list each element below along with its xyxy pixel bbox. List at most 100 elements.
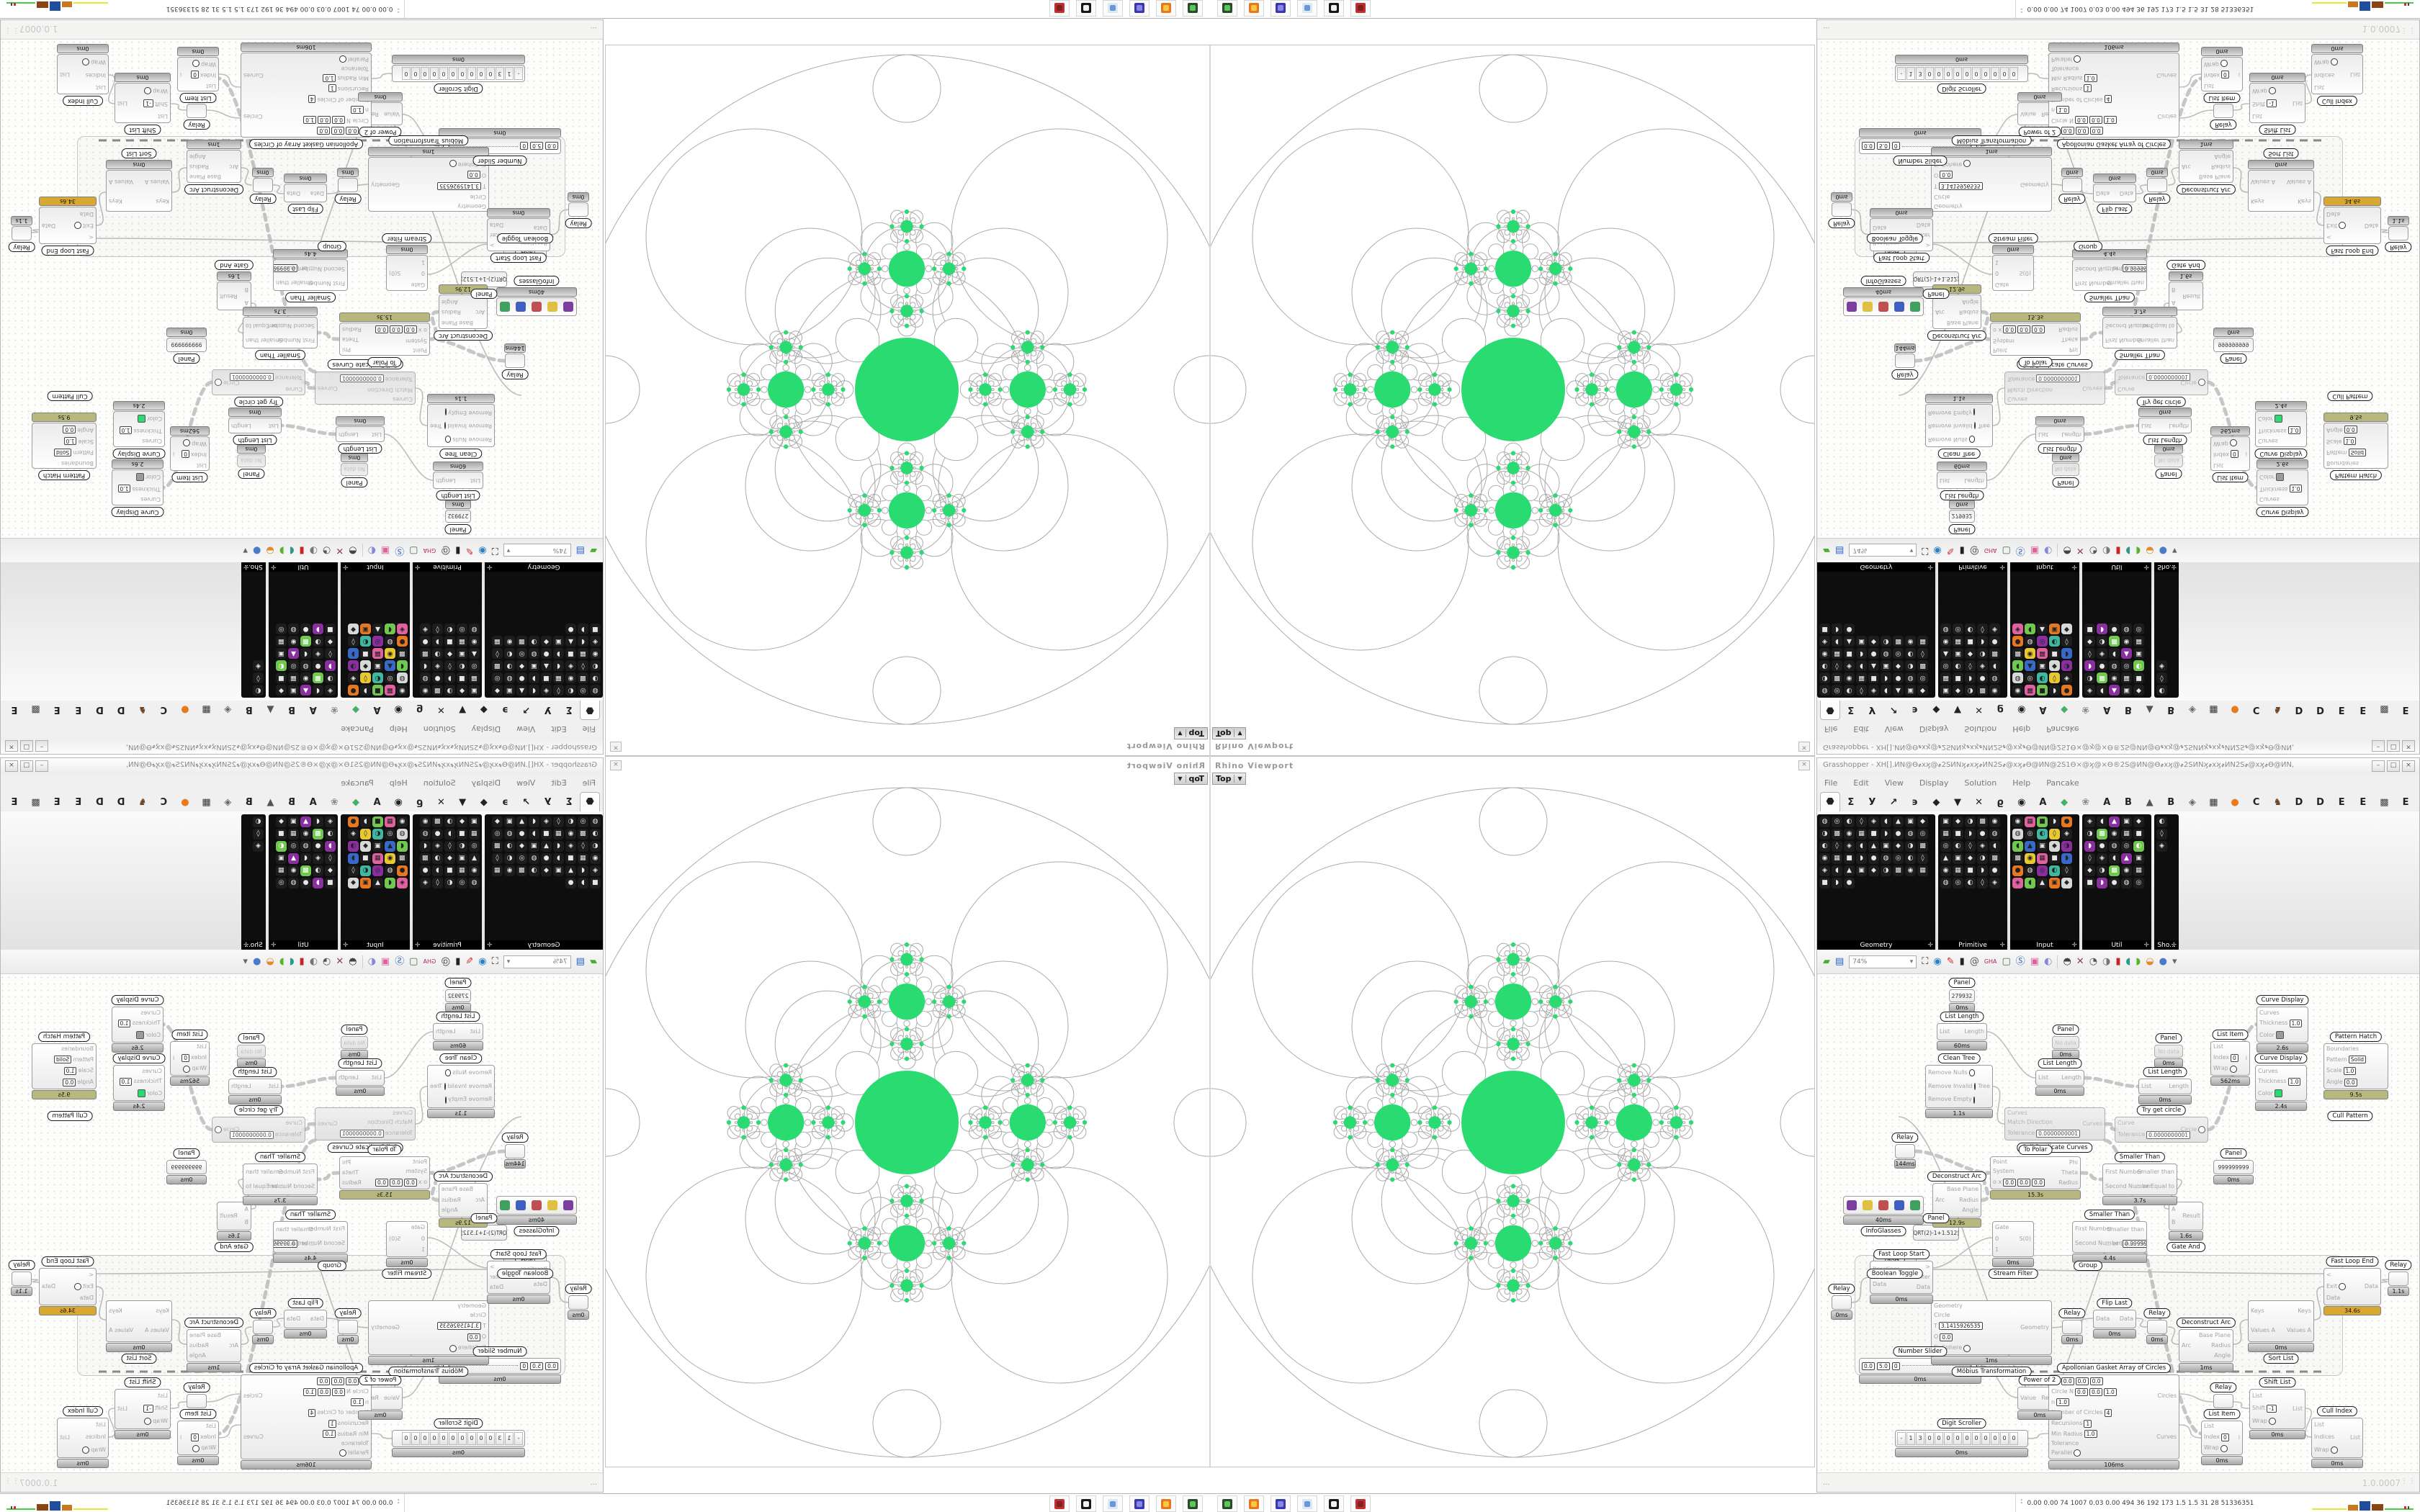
port[interactable]: Scale 1.0 [2326,437,2366,446]
component-icon[interactable]: ◎ [1832,685,1842,696]
gh-tab-icon[interactable]: ⬣ [1820,792,1840,811]
toolbar-icon[interactable]: @ [1969,545,1979,557]
menu-item-help[interactable]: Help [2012,724,2031,734]
port[interactable]: < [2326,234,2346,240]
value-box[interactable]: 1.0 [2084,1430,2097,1439]
component-icon[interactable]: ■ [1868,672,1879,683]
palette-expand-icon[interactable]: ✛ [343,563,349,570]
component-icon[interactable]: ◎ [385,672,395,683]
port[interactable]: < [74,234,94,240]
component-icon[interactable]: ◊ [2156,672,2167,683]
port[interactable]: Wrap [2213,1065,2238,1073]
port[interactable]: Thickness 1.0 [2258,426,2301,434]
port[interactable]: List [2038,431,2048,438]
port[interactable]: Phi [342,1159,351,1166]
component-icon[interactable]: ◍ [300,841,311,852]
gh-tab-icon[interactable]: ◉ [394,704,403,715]
port[interactable]: Smaller than [2138,337,2174,343]
port[interactable]: A [245,300,248,306]
gh-node-clean-tree[interactable]: Remove Nulls Remove Invalid Remove Empty Tr… [1925,1065,1993,1108]
value-box[interactable]: 1 [2084,84,2092,93]
component-icon[interactable]: ◉ [420,816,431,827]
component-icon[interactable]: ◊ [1965,841,1976,852]
component-icon[interactable]: ◈ [2156,660,2167,671]
gh-tab-icon[interactable]: ✕ [1975,704,1984,715]
port[interactable]: Theta [2061,1169,2078,1176]
component-icon[interactable]: ◍ [1905,829,1916,840]
component-icon[interactable]: ◉ [397,816,408,827]
component-icon[interactable]: ▩ [397,648,408,659]
toolbar-display-icon[interactable]: ◓ [349,955,357,967]
value-box[interactable]: 1.0 [2103,1387,2117,1396]
digit-cell[interactable]: 0 [2000,67,2009,80]
component-icon[interactable]: ◖ [2097,816,2107,827]
value-box[interactable]: 1.0 [2287,426,2301,434]
value-box[interactable]: 0 [2221,1433,2229,1441]
component-icon[interactable]: ◖ [1989,660,2000,671]
component-icon[interactable]: ■ [444,865,455,876]
gh-node-stream-filter[interactable]: Gate 0 1 S(0) [1992,255,2034,291]
component-icon[interactable]: ◎ [492,672,503,683]
value-box[interactable]: 0.0 [63,1078,76,1086]
toggle-circle-icon[interactable] [2074,55,2081,63]
component-icon[interactable]: ▲ [385,660,395,671]
port[interactable]: Second Number [269,1183,315,1189]
component-icon[interactable]: ◎ [516,648,527,659]
port[interactable]: Wrap [143,1418,168,1426]
component-icon[interactable]: ◐ [2037,672,2048,683]
port[interactable]: ... or Equal to [2105,265,2144,271]
component-icon[interactable]: ▦ [553,672,564,683]
component-icon[interactable]: ■ [325,624,336,634]
port[interactable]: T 3.1415926535 [1934,1322,1983,1331]
component-icon[interactable]: ▲ [300,816,311,827]
component-icon[interactable]: ◍ [2109,660,2120,671]
port[interactable]: Thickness 1.0 [119,1078,162,1086]
value-box[interactable]: 1.0 [63,1066,77,1075]
port[interactable]: Curves [2258,438,2300,444]
component-icon[interactable]: ◑ [348,841,359,852]
component-icon[interactable]: ◗ [360,685,371,696]
port[interactable]: System [1993,337,2045,344]
gh-node-clean-tree[interactable]: Remove Nulls Remove Invalid Remove Empty Tr… [1925,404,1993,447]
component-icon[interactable]: ● [420,865,431,876]
port[interactable]: Radius [342,1179,362,1186]
port[interactable]: Wrap [2252,1418,2277,1426]
component-icon[interactable]: ◊ [1917,648,1928,659]
menu-item-solution[interactable]: Solution [423,778,456,788]
toggle-circle-icon[interactable] [73,222,81,230]
port[interactable]: Data [42,1283,55,1290]
digit-cell[interactable]: 0 [1963,1432,1971,1445]
component-icon[interactable]: ■ [565,648,576,659]
toggle-circle-icon[interactable] [192,1444,200,1452]
digit-cell[interactable]: 0 [2009,67,2018,80]
component-icon[interactable]: ◈ [397,878,408,888]
toolbar-display-icon[interactable]: ✕ [2076,545,2084,557]
port[interactable]: i [2238,1434,2240,1441]
component-icon[interactable]: ◗ [529,829,539,840]
port[interactable]: Curves [2007,395,2079,402]
port[interactable]: Shift -1 [2252,1404,2277,1413]
toolbar-icon[interactable]: ▣ [380,955,390,967]
port[interactable]: Tree [430,423,442,429]
port[interactable]: Result [220,293,238,300]
component-icon[interactable]: ◊ [492,648,503,659]
component-icon[interactable]: ● [565,624,576,634]
port[interactable]: Data [2120,190,2133,197]
port[interactable]: Arc [229,163,238,170]
component-icon[interactable]: ◉ [590,853,601,864]
port[interactable]: Curves [2082,385,2102,392]
toggle-circle-icon[interactable] [444,1096,447,1104]
toolbar-icon[interactable]: @ [441,545,451,557]
port[interactable]: Indices [82,72,106,78]
toolbar-display-icon[interactable]: ● [253,955,261,967]
gh-plugin-tab[interactable]: ▦ [2209,704,2218,715]
component-icon[interactable]: ◑ [2097,636,2107,647]
component-icon[interactable]: ▣ [1940,685,1951,696]
component-icon[interactable]: ◍ [2121,624,2132,634]
port[interactable]: Radius [1959,1197,1978,1203]
value-box[interactable]: Solid [2348,1056,2367,1064]
digit-cell[interactable]: 0 [1935,67,1943,80]
gh-node-cull-index[interactable]: List Indices Wrap List [2311,1418,2363,1458]
component-icon[interactable]: ■ [1953,672,1963,683]
